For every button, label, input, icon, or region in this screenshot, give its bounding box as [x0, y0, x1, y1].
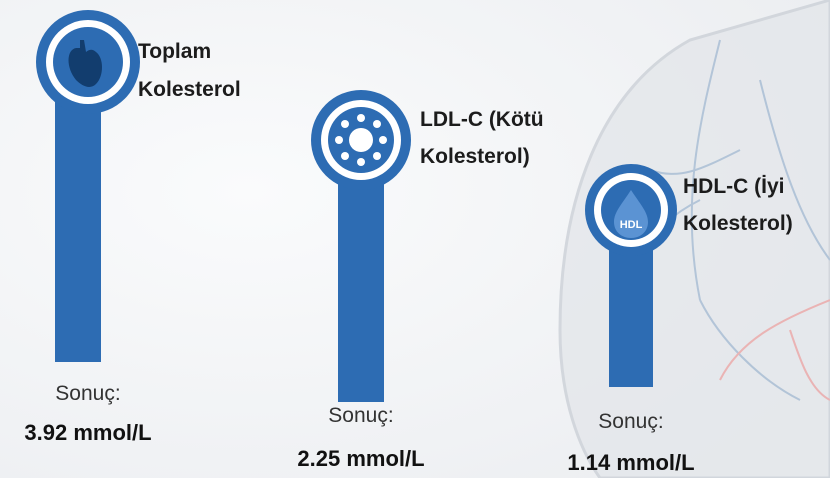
icon-label: HDL — [620, 219, 643, 231]
result-label: Sonuç: — [55, 382, 120, 405]
result-label: Sonuç: — [598, 410, 663, 433]
title-line: Kolesterol) — [420, 145, 530, 168]
result-value: 3.92 mmol/L — [24, 420, 151, 445]
pin — [585, 164, 677, 387]
title-line: LDL-C (Kötü — [420, 108, 544, 131]
pin — [36, 10, 140, 362]
title-line: Toplam — [138, 40, 211, 63]
pin — [311, 90, 411, 402]
title-line: HDL-C (İyi — [683, 175, 785, 198]
result-value: 2.25 mmol/L — [297, 446, 424, 471]
result-label: Sonuç: — [328, 404, 393, 427]
result-value: 1.14 mmol/L — [567, 450, 694, 475]
title-line: Kolesterol — [138, 78, 241, 101]
title-line: Kolesterol) — [683, 212, 793, 235]
